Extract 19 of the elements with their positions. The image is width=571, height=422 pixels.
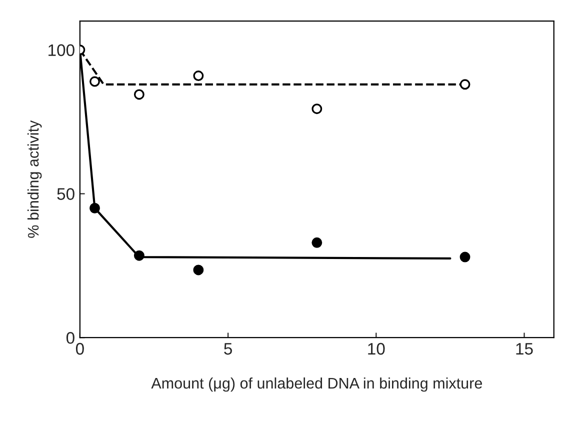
- y-tick-label: 50: [57, 188, 74, 200]
- point: [312, 237, 322, 248]
- point: [312, 104, 322, 114]
- x-axis-title: Amount (μg) of unlabeled DNA in binding mixture: [151, 377, 482, 392]
- point: [460, 252, 470, 262]
- y-axis-title: % binding activity: [27, 120, 42, 238]
- y-tick-label: 0: [66, 332, 74, 344]
- point: [193, 264, 204, 276]
- point: [460, 79, 470, 90]
- x-tick-label: 10: [368, 342, 385, 355]
- x-tick-label: 5: [224, 343, 232, 355]
- point: [90, 76, 100, 87]
- point: [90, 202, 100, 214]
- x-tick-label: 0: [76, 342, 84, 355]
- point: [134, 89, 144, 100]
- x-tick-label: 15: [516, 343, 533, 355]
- y-tick-label: 100: [48, 44, 74, 56]
- point: [134, 250, 144, 261]
- point: [193, 70, 204, 81]
